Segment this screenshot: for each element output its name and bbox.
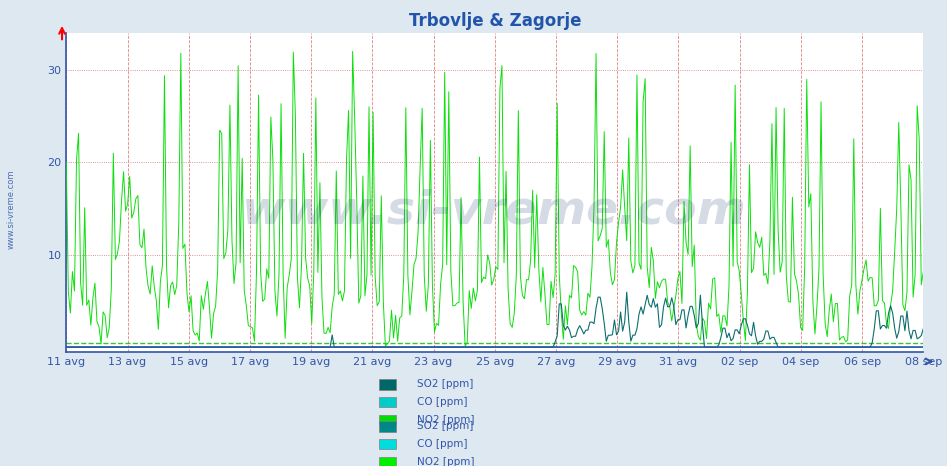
Text: NO2 [ppm]: NO2 [ppm]	[417, 415, 474, 425]
Title: Trbovlje & Zagorje: Trbovlje & Zagorje	[408, 12, 581, 30]
Text: SO2 [ppm]: SO2 [ppm]	[417, 421, 474, 432]
Text: NO2 [ppm]: NO2 [ppm]	[417, 457, 474, 466]
Text: CO [ppm]: CO [ppm]	[417, 439, 467, 449]
Text: CO [ppm]: CO [ppm]	[417, 397, 467, 407]
Text: SO2 [ppm]: SO2 [ppm]	[417, 379, 474, 390]
Text: www.si-vreme.com: www.si-vreme.com	[242, 189, 747, 234]
Text: www.si-vreme.com: www.si-vreme.com	[7, 170, 16, 249]
